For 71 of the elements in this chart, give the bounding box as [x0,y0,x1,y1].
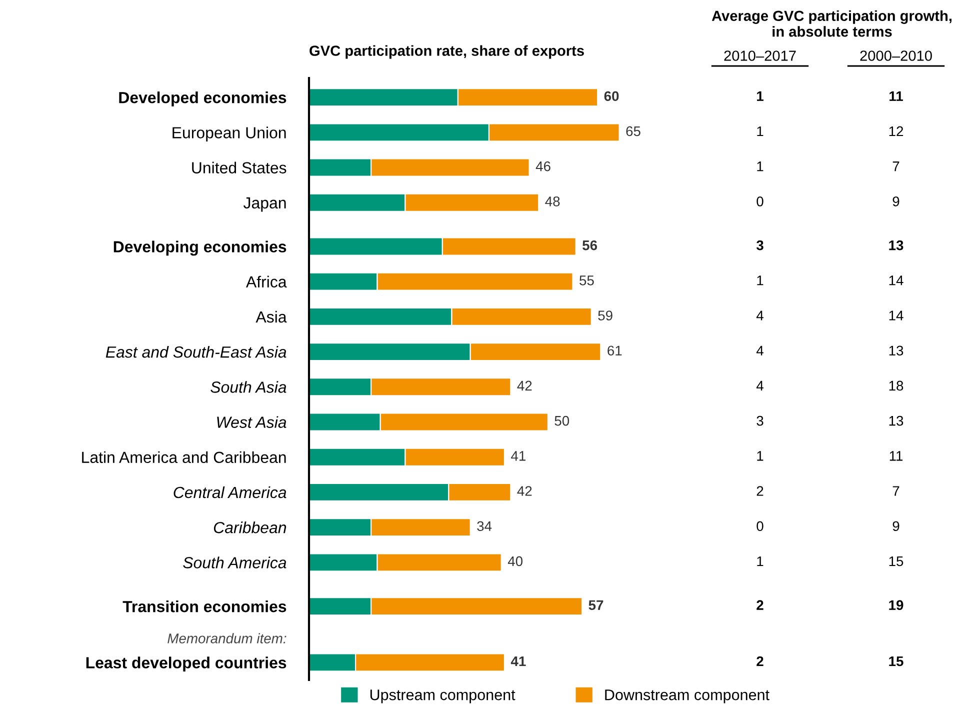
text: 4 [756,310,764,320]
annotation: 57 [588,600,604,610]
text: 7 [892,162,900,172]
y-tick-label: East and South-East Asia [106,346,286,358]
text: 11 [890,451,903,461]
y-tick-label: West Asia [217,416,286,428]
text: 1 [757,451,764,461]
text: 2 [756,486,764,496]
text: 3 [756,240,764,250]
text: 13 [889,240,904,250]
y-tick-label: Least developed countries [86,656,286,672]
y-tick-label: Developed economies [119,92,286,106]
y-tick-label: Africa [246,276,287,288]
text: 0 [756,521,764,532]
text: Average GVC participation growth, in absolute terms [712,10,952,37]
text: 9 [892,521,900,532]
annotation: 42 [517,486,532,496]
text: 14 [889,310,904,320]
y-tick-label: Latin America and Caribbean [82,451,286,464]
text: 2 [756,600,764,610]
annotation: 55 [580,276,594,286]
text: 0 [756,196,764,206]
annotation: 48 [545,196,560,206]
text: 12 [889,126,904,136]
text: 1 [757,91,764,101]
text: 2000–2010 [860,50,932,61]
text: 18 [889,380,904,391]
text: 11 [890,91,903,101]
text: 13 [889,416,904,426]
y-tick-label: Japan [244,197,286,212]
text: 4 [756,380,764,390]
y-tick-label: Caribbean [214,522,286,534]
y-tick-label: European Union [172,126,286,142]
text: 2010–2017 [724,50,796,61]
y-tick-label: South America [183,556,286,568]
annotation: 34 [477,521,492,532]
text: 14 [889,276,904,286]
text: 7 [892,486,900,496]
legend-label: Downstream component [605,690,770,704]
text: 19 [889,600,904,610]
y-tick-label: Asia [256,310,287,323]
text: 3 [756,416,764,426]
annotation: 50 [554,416,570,426]
legend-label: Upstream component [370,690,516,704]
text: 2 [756,656,764,666]
annotation: 59 [598,310,612,320]
text: 15 [889,656,904,666]
annotation: 65 [626,126,640,136]
y-tick-label: Developing economies [114,240,286,256]
annotation: 56 [582,240,598,250]
annotation: 42 [517,380,532,390]
y-tick-label: United States [192,162,286,174]
annotation: 41 [510,656,526,666]
annotation: 61 [608,346,622,356]
annotation: 40 [508,556,523,566]
y-tick-label: Central America [174,486,286,498]
chart-title: GVC participation rate, share of exports [310,45,584,59]
text: 1 [757,162,764,172]
text: 1 [757,126,764,136]
text: 13 [889,346,904,356]
text: 4 [756,346,764,356]
annotation: 60 [604,91,619,102]
text: 9 [892,196,900,206]
y-tick-label: Transition economies [122,600,286,612]
y-tick-label: South Asia [210,381,286,393]
text: 1 [757,556,764,566]
annotation: 41 [511,451,526,461]
text: Memorandum item: [168,633,286,644]
annotation: 46 [536,161,550,172]
text: 1 [757,276,764,286]
text: 15 [889,556,904,566]
